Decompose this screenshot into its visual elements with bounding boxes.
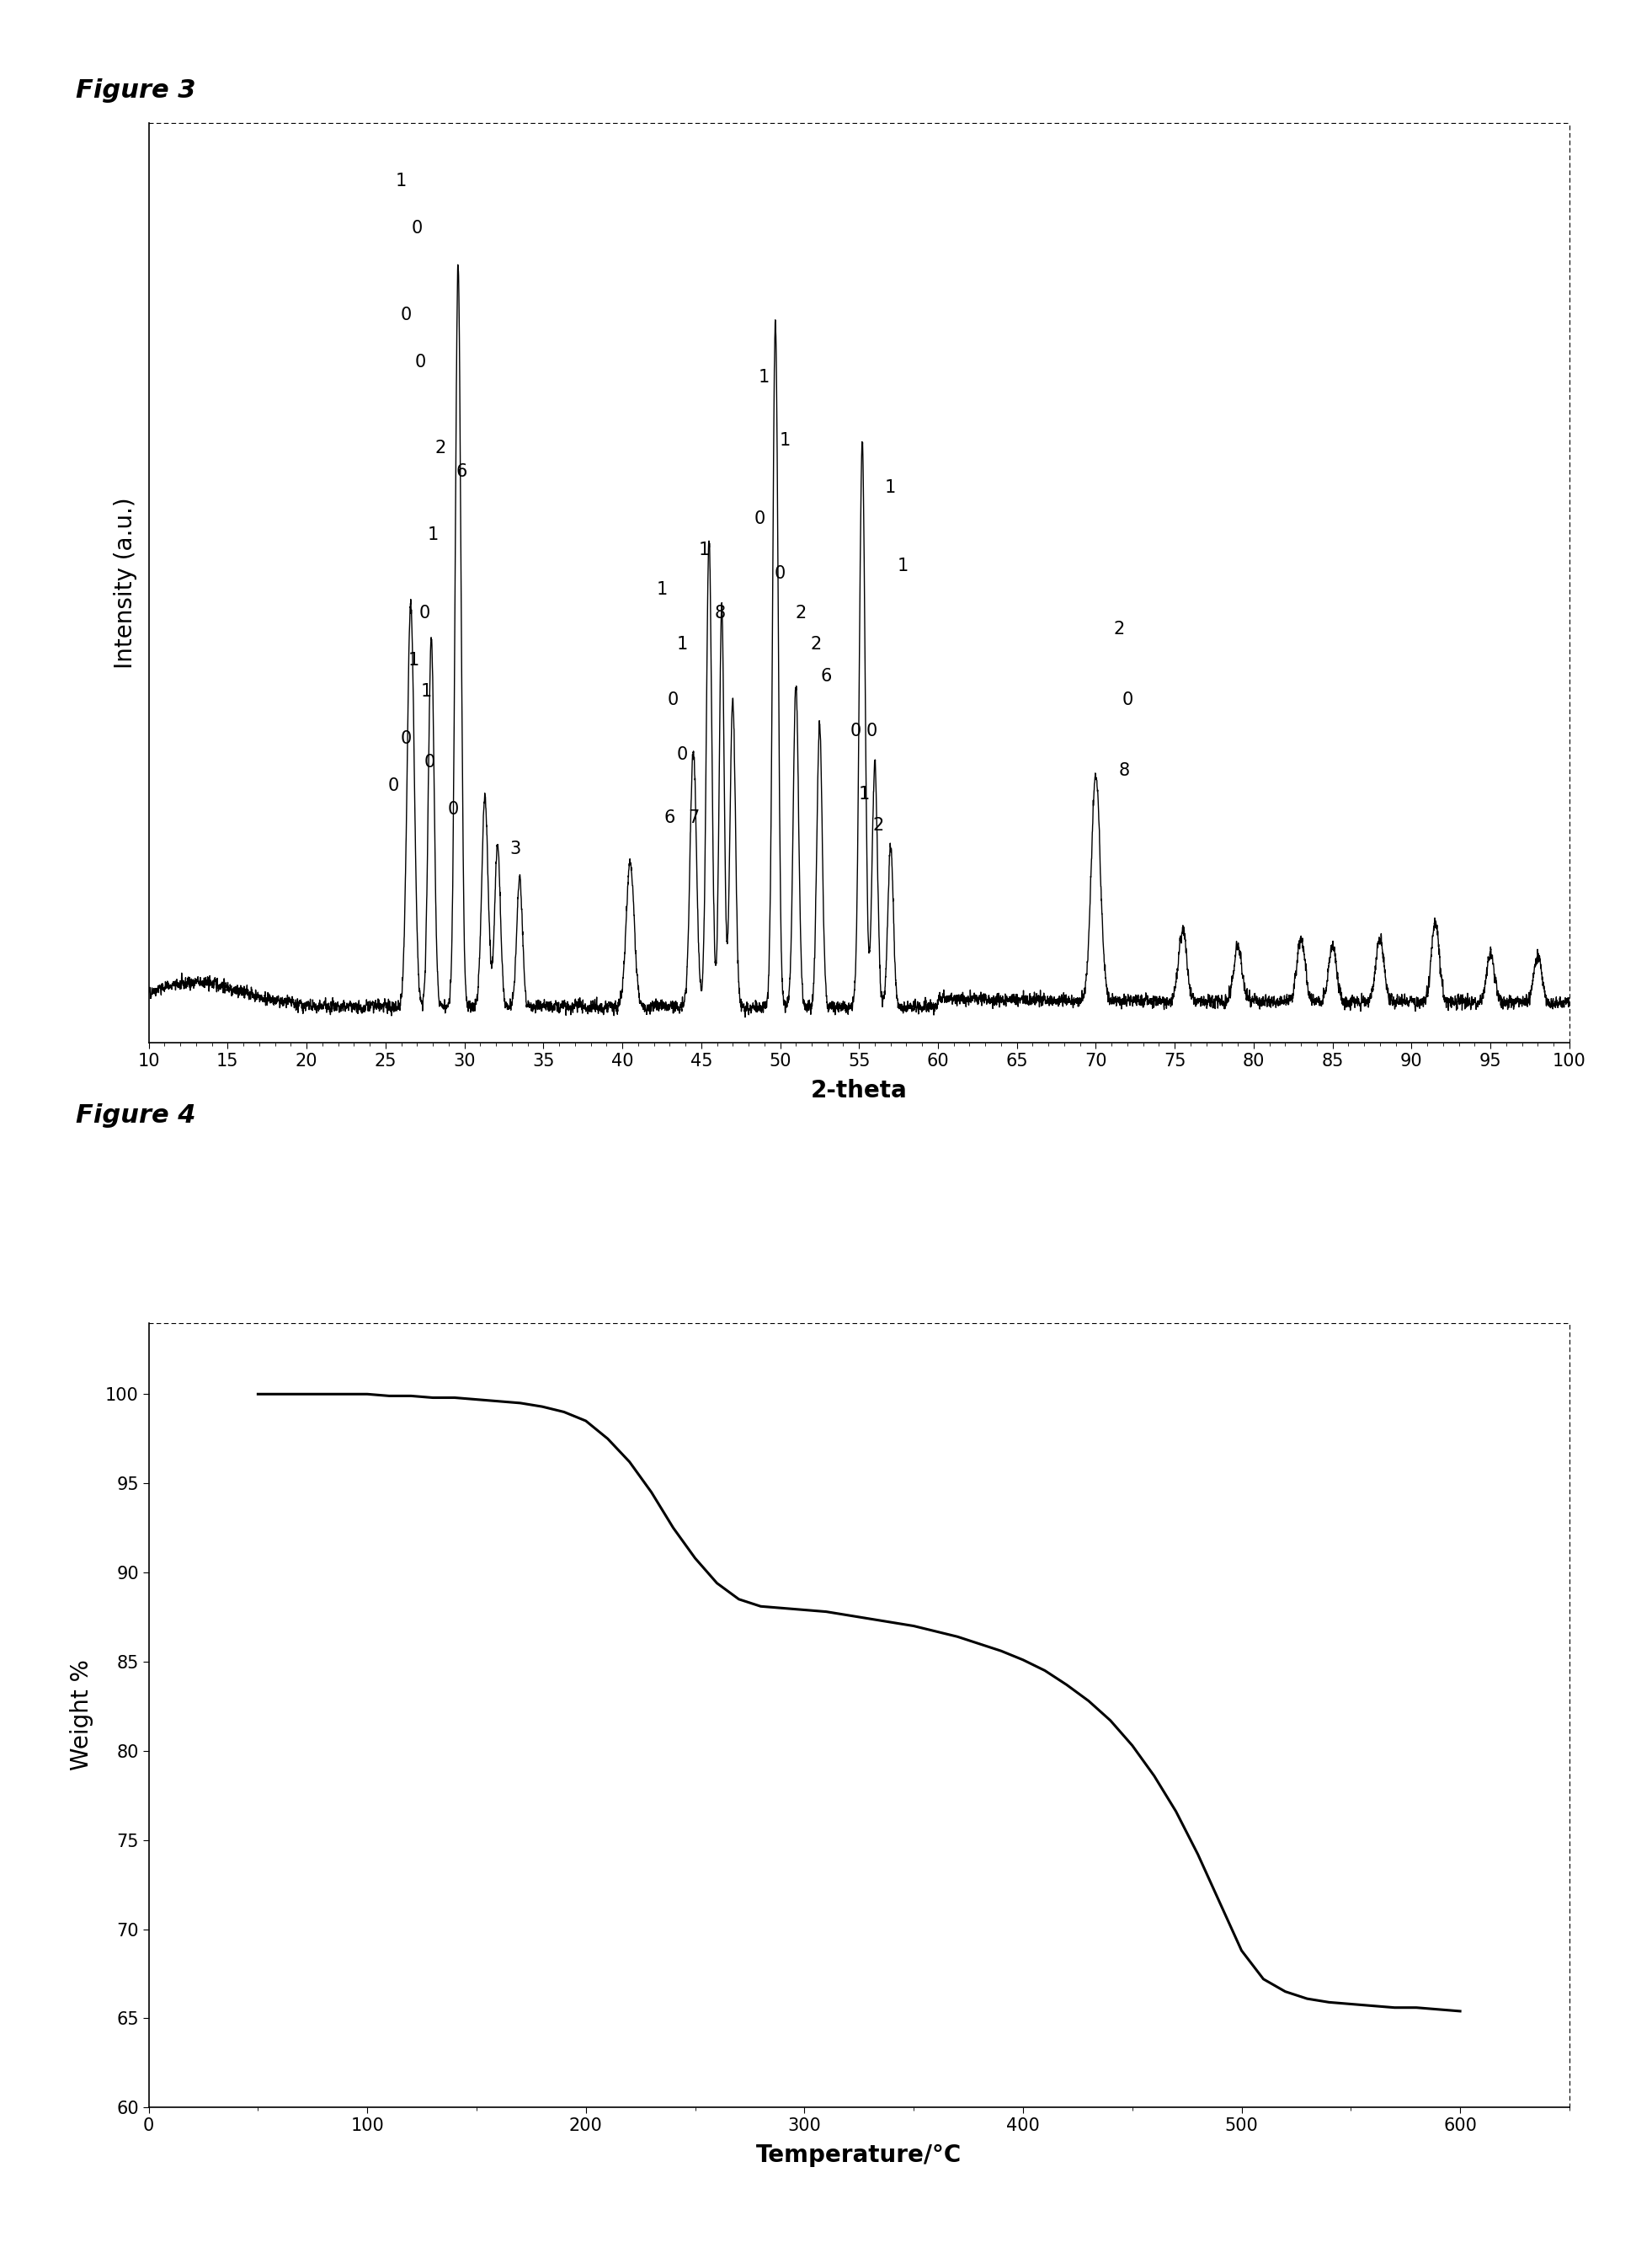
Text: 2: 2 [872, 816, 884, 834]
Text: 1: 1 [857, 785, 869, 803]
Text: 0: 0 [667, 691, 679, 708]
Text: 2: 2 [795, 605, 806, 621]
Text: 0: 0 [400, 731, 411, 747]
Text: 1: 1 [421, 684, 433, 700]
Text: 0: 0 [411, 220, 423, 238]
Text: 0: 0 [425, 753, 434, 771]
Y-axis label: Weight %: Weight % [69, 1659, 94, 1771]
Text: 3: 3 [509, 841, 520, 856]
Text: 1: 1 [656, 581, 667, 599]
Text: 0: 0 [753, 511, 765, 527]
Text: 1: 1 [677, 637, 687, 652]
Text: 1: 1 [396, 173, 406, 191]
Text: 1: 1 [758, 370, 770, 386]
Text: 1: 1 [428, 527, 438, 543]
X-axis label: 2-theta: 2-theta [811, 1078, 907, 1103]
Text: 1: 1 [699, 543, 710, 558]
Text: 0: 0 [420, 605, 431, 621]
Text: 0: 0 [677, 747, 687, 762]
Text: 0: 0 [866, 722, 877, 740]
Text: 1: 1 [408, 652, 420, 668]
Text: 2: 2 [811, 637, 823, 652]
Text: 2: 2 [1113, 621, 1125, 637]
Text: 0: 0 [415, 354, 426, 370]
Text: 6: 6 [664, 809, 676, 825]
Text: 0: 0 [400, 307, 411, 323]
Text: 0: 0 [388, 778, 398, 794]
Text: 1: 1 [897, 558, 909, 574]
X-axis label: Temperature/°C: Temperature/°C [757, 2143, 961, 2168]
Text: 7: 7 [687, 809, 699, 825]
Text: 8: 8 [715, 605, 725, 621]
Text: 2: 2 [434, 439, 446, 457]
Text: 0: 0 [851, 722, 861, 740]
Text: Figure 4: Figure 4 [76, 1103, 197, 1128]
Text: 0: 0 [448, 800, 459, 818]
Text: 1: 1 [885, 480, 895, 495]
Text: 1: 1 [780, 433, 790, 448]
Text: 0: 0 [1122, 691, 1133, 708]
Text: 8: 8 [1118, 762, 1130, 778]
Text: Figure 3: Figure 3 [76, 78, 197, 103]
Y-axis label: Intensity (a.u.): Intensity (a.u.) [114, 498, 137, 668]
Text: 0: 0 [775, 565, 786, 583]
Text: 6: 6 [456, 464, 468, 480]
Text: 6: 6 [821, 668, 831, 684]
